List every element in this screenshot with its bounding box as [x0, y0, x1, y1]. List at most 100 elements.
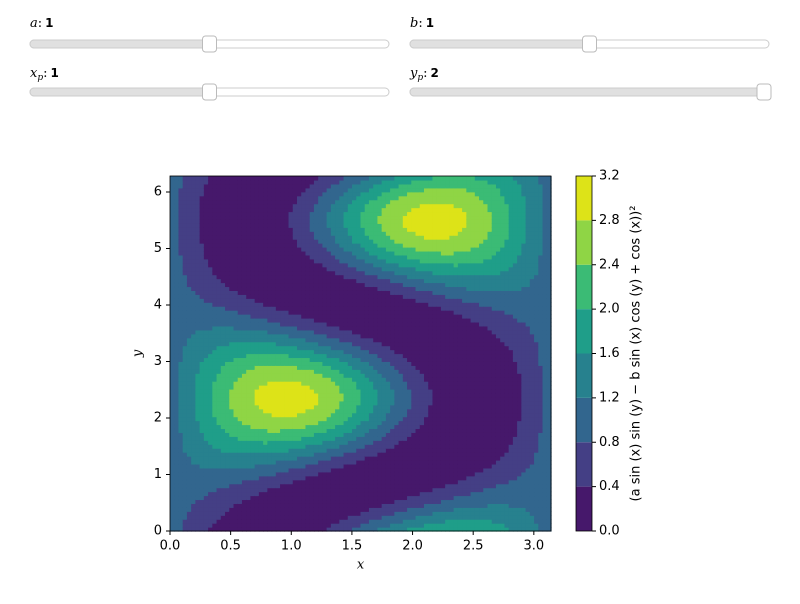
contour-cell: [318, 385, 323, 390]
contour-cell: [339, 511, 345, 516]
contour-cell: [170, 440, 175, 445]
contour-cell: [216, 519, 222, 524]
contour-cell: [288, 211, 294, 217]
contour-cell: [394, 294, 400, 299]
contour-cell: [220, 215, 226, 220]
contour-cell: [385, 247, 391, 252]
contour-cell: [174, 337, 180, 343]
contour-cell: [360, 523, 366, 528]
contour-cell: [373, 471, 379, 477]
contour-cell: [178, 420, 184, 426]
contour-cell: [326, 412, 332, 418]
contour-cell: [203, 195, 209, 201]
contour-cell: [208, 483, 213, 489]
contour-cell: [229, 404, 235, 410]
contour-cell: [195, 191, 201, 197]
contour-cell: [381, 499, 387, 504]
contour-cell: [203, 191, 209, 197]
contour-cell: [250, 357, 256, 362]
contour-cell: [390, 243, 395, 248]
contour-cell: [326, 416, 332, 422]
contour-cell: [212, 176, 218, 181]
contour-cell: [216, 183, 222, 189]
contour-cell: [229, 187, 235, 193]
contour-cell: [352, 463, 357, 469]
slider-handle[interactable]: [202, 35, 217, 53]
contour-cell: [305, 392, 311, 398]
contour-cell: [326, 290, 332, 295]
contour-cell: [394, 353, 400, 359]
contour-cell: [390, 377, 395, 382]
contour-cell: [297, 235, 302, 240]
contour-cell: [394, 207, 400, 213]
contour-cell: [191, 369, 196, 374]
contour-cell: [385, 302, 391, 307]
contour-cell: [212, 404, 218, 410]
contour-cell: [368, 274, 374, 280]
contour-cell: [199, 507, 205, 512]
contour-cell: [280, 416, 285, 422]
contour-cell: [174, 483, 180, 489]
contour-cell: [170, 400, 175, 406]
contour-cell: [301, 187, 307, 193]
contour-cell: [284, 487, 290, 493]
contour-cell: [182, 479, 188, 485]
contour-cell: [381, 341, 387, 347]
contour-cell: [318, 357, 323, 362]
contour-cell: [225, 471, 230, 477]
contour-cell: [288, 282, 294, 288]
contour-cell: [394, 333, 400, 339]
contour-cell: [343, 495, 349, 501]
contour-cell: [275, 392, 281, 398]
contour-cell: [254, 294, 260, 299]
contour-cell: [250, 282, 256, 288]
contour-cell: [170, 321, 175, 327]
contour-cell: [292, 373, 298, 378]
contour-cell: [237, 235, 243, 240]
contour-cell: [208, 298, 213, 303]
contour-cell: [212, 365, 218, 370]
contour-cell: [284, 436, 290, 441]
contour-cell: [174, 243, 180, 248]
contour-cell: [377, 298, 383, 303]
contour-cell: [347, 191, 353, 197]
contour-cell: [356, 381, 362, 386]
contour-cell: [182, 428, 188, 433]
contour-cell: [309, 258, 315, 264]
contour-cell: [246, 373, 252, 378]
contour-cell: [186, 475, 192, 481]
contour-cell: [385, 227, 391, 232]
contour-cell: [254, 231, 260, 236]
contour-cell: [390, 306, 395, 311]
contour-cell: [373, 460, 379, 465]
contour-cell: [309, 523, 315, 528]
contour-cell: [258, 353, 264, 359]
contour-cell: [250, 400, 256, 406]
contour-cell: [301, 499, 307, 504]
contour-cell: [203, 270, 209, 276]
contour-cell: [258, 314, 264, 319]
contour-cell: [381, 223, 387, 228]
contour-cell: [398, 428, 404, 433]
contour-cell: [212, 396, 218, 402]
slider-handle[interactable]: [582, 35, 597, 53]
contour-cell: [398, 495, 404, 501]
slider-handle[interactable]: [202, 83, 217, 101]
contour-cell: [208, 179, 213, 185]
contour-cell: [398, 467, 404, 473]
slider-name: x: [30, 66, 38, 81]
contour-cell: [225, 215, 230, 220]
contour-cell: [343, 243, 349, 248]
slider-handle[interactable]: [756, 83, 772, 101]
contour-cell: [263, 329, 268, 335]
contour-cell: [335, 187, 340, 193]
contour-cell: [284, 432, 290, 437]
contour-cell: [364, 416, 370, 422]
contour-cell: [280, 282, 285, 288]
contour-cell: [347, 495, 353, 501]
contour-cell: [394, 440, 400, 445]
contour-cell: [237, 203, 243, 209]
contour-cell: [373, 507, 379, 512]
contour-cell: [246, 460, 252, 465]
contour-cell: [326, 345, 332, 351]
